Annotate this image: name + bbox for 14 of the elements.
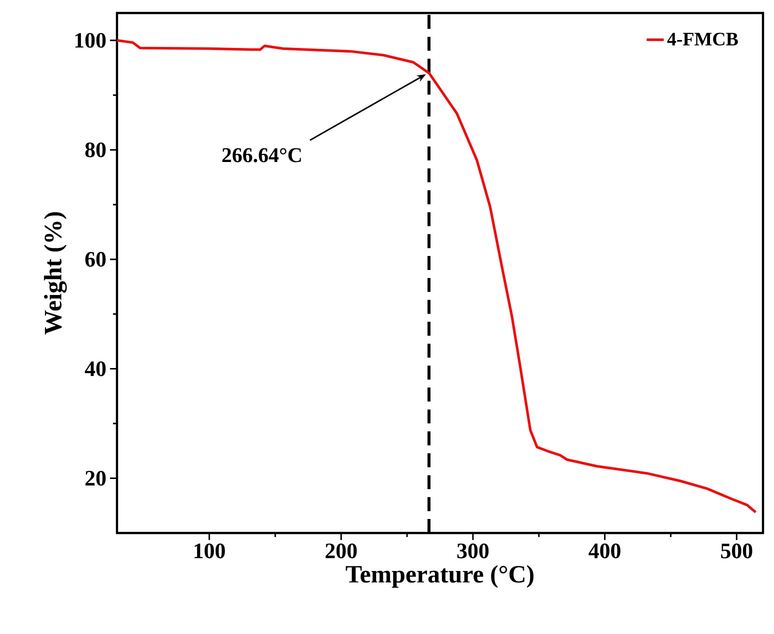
x-tick-label: 400 xyxy=(588,544,620,558)
y-tick-label: 80 xyxy=(85,142,106,158)
x-tick-label: 200 xyxy=(326,544,357,558)
y-tick-label: 60 xyxy=(85,252,106,267)
annotation: 266.64°C xyxy=(222,148,301,162)
legend-label: 4-FMCB xyxy=(667,32,738,46)
y-tick-label: 40 xyxy=(84,361,106,376)
x-axis-title: Temperature (°C) xyxy=(346,565,534,588)
x-tick-label: 100 xyxy=(194,544,225,558)
y-axis-title: Weight (%) xyxy=(44,212,67,335)
x-tick-label: 500 xyxy=(721,544,752,558)
y-tick-label: 100 xyxy=(75,32,106,48)
y-tick-label: 20 xyxy=(85,470,106,486)
x-tick-label: 300 xyxy=(457,544,489,558)
